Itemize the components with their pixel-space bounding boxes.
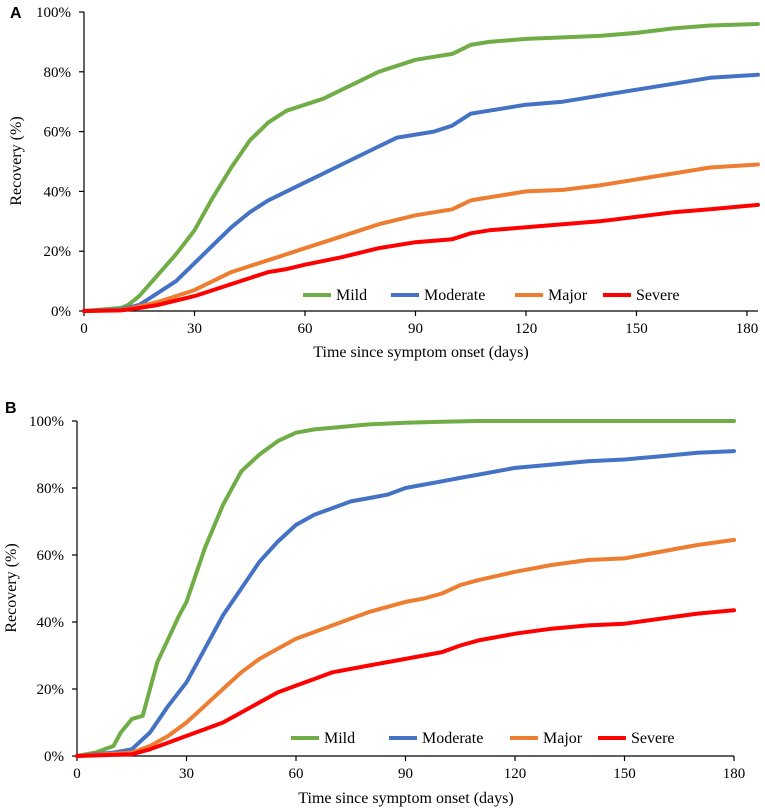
x-tick-label: 180 <box>723 766 746 782</box>
y-axis-title: Recovery (%) <box>3 543 20 632</box>
legend-label-mild: Mild <box>324 730 355 747</box>
x-tick-label: 0 <box>73 766 81 782</box>
x-tick-label: 60 <box>289 766 304 782</box>
x-tick-label: 30 <box>179 766 194 782</box>
y-tick-label: 20% <box>37 682 65 698</box>
series-line-severe <box>82 202 760 313</box>
series-line-major <box>75 537 736 758</box>
legend-label-major: Major <box>543 730 583 747</box>
y-axis-title: Recovery (%) <box>8 116 25 205</box>
y-tick-label: 0% <box>44 749 64 765</box>
series-line-mild <box>75 419 736 758</box>
y-tick-labels: 0% 20% 40% 60% 80% 100% <box>29 414 77 765</box>
series-line-mild <box>82 22 760 313</box>
y-tick-labels: 0% 20% 40% 60% 80% 100% <box>36 5 84 320</box>
x-tick-label: 30 <box>187 321 202 337</box>
y-tick-label: 40% <box>44 184 72 200</box>
series-layer <box>82 22 760 313</box>
series-line-moderate <box>82 72 760 313</box>
y-tick-label: 0% <box>51 304 71 320</box>
legend: Mild Moderate Major Severe <box>303 287 680 304</box>
x-tick-label: 120 <box>515 321 538 337</box>
y-tick-label: 60% <box>44 125 72 141</box>
x-tick-label: 60 <box>297 321 312 337</box>
x-axis-title: Time since symptom onset (days) <box>298 790 513 807</box>
x-tick-label: 120 <box>504 766 527 782</box>
legend-label-major: Major <box>548 287 588 304</box>
x-tick-label: 150 <box>613 766 636 782</box>
y-tick-label: 80% <box>37 481 65 497</box>
y-tick-label: 20% <box>44 244 72 260</box>
y-tick-label: 40% <box>37 615 65 631</box>
legend-label-moderate: Moderate <box>422 730 483 747</box>
panel-b: B 0% 20% 40% 60% 80% 100% 0 30 60 90 120 150 180 Re… <box>3 400 745 807</box>
x-tick-label: 150 <box>625 321 648 337</box>
y-tick-label: 60% <box>37 548 65 564</box>
series-line-major <box>82 162 760 313</box>
x-tick-label: 180 <box>736 321 759 337</box>
series-line-moderate <box>75 449 736 758</box>
legend-label-severe: Severe <box>631 730 675 747</box>
legend-label-moderate: Moderate <box>424 287 485 304</box>
x-tick-labels: 0 30 60 90 120 150 180 <box>80 311 758 337</box>
legend: Mild Moderate Major Severe <box>291 730 675 747</box>
y-tick-label: 80% <box>44 65 72 81</box>
panel-a: A 0% 20% 40% 60% 80% 100% 0 30 60 90 120 150 180 Re… <box>8 5 760 361</box>
x-tick-label: 90 <box>398 766 413 782</box>
panel-label-b: B <box>5 400 17 417</box>
legend-label-mild: Mild <box>336 287 367 304</box>
series-layer <box>75 419 736 758</box>
panel-label-a: A <box>10 5 22 22</box>
y-tick-label: 100% <box>29 414 64 430</box>
x-tick-labels: 0 30 60 90 120 150 180 <box>73 756 745 782</box>
legend-label-severe: Severe <box>636 287 680 304</box>
series-line-severe <box>75 608 736 758</box>
x-tick-label: 0 <box>80 321 88 337</box>
x-axis-title: Time since symptom onset (days) <box>313 344 528 361</box>
y-tick-label: 100% <box>36 5 71 21</box>
x-tick-label: 90 <box>408 321 423 337</box>
